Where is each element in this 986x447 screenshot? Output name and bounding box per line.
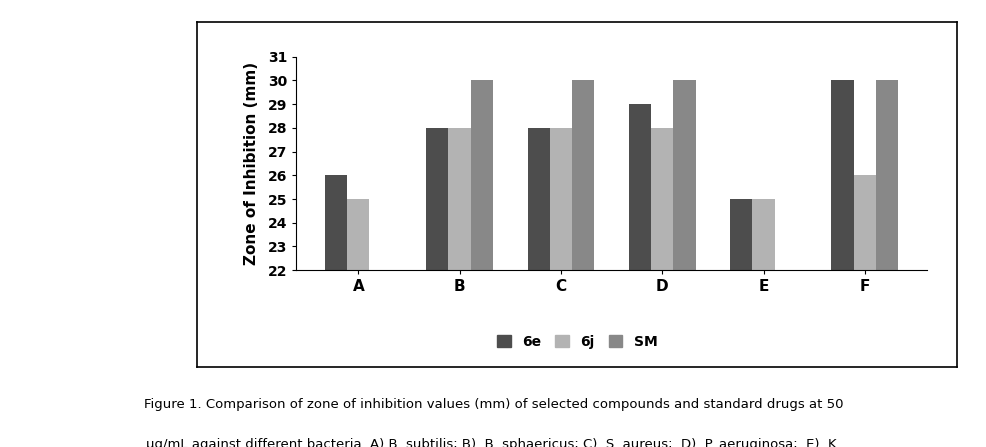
Bar [572, 80, 594, 270]
Bar [470, 80, 493, 270]
Bar [324, 175, 347, 270]
Bar [830, 80, 853, 270]
Bar [853, 175, 876, 270]
Y-axis label: Zone of Inhibition (mm): Zone of Inhibition (mm) [245, 62, 259, 265]
Text: Figure 1. Comparison of zone of inhibition values (mm) of selected compounds and: Figure 1. Comparison of zone of inhibiti… [144, 398, 842, 411]
Bar [527, 128, 549, 270]
Bar [651, 128, 672, 270]
Bar [730, 199, 751, 270]
Legend: 6e, 6j, SM: 6e, 6j, SM [491, 329, 663, 354]
Bar [876, 80, 897, 270]
Bar [672, 80, 695, 270]
Bar [426, 128, 448, 270]
Text: μg/mL against different bacteria. A) B. subtilis; B)  B. sphaericus; C)  S. aure: μg/mL against different bacteria. A) B. … [146, 438, 840, 447]
Bar [549, 128, 572, 270]
Bar [751, 199, 774, 270]
Bar [628, 104, 651, 270]
Bar [448, 128, 470, 270]
Bar [347, 199, 369, 270]
